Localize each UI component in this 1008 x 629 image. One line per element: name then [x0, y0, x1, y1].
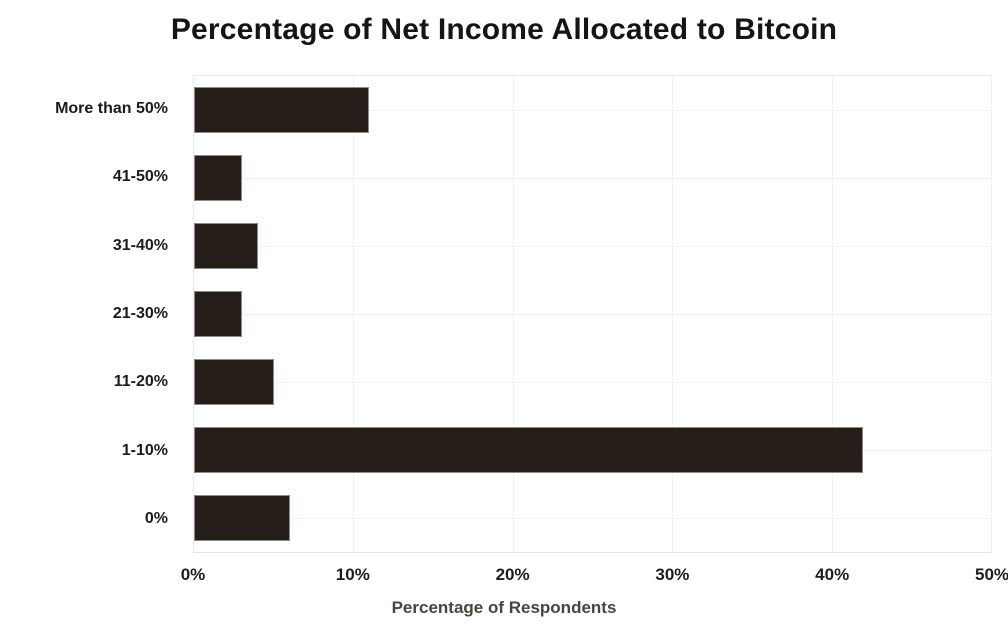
bar-more-than-50: [194, 87, 370, 133]
y-tick-label: 11-20%: [113, 373, 168, 391]
bar-row: [194, 280, 991, 348]
y-tick-label: 31-40%: [112, 236, 168, 254]
bar-row: [194, 76, 991, 144]
x-tick-label: 0%: [180, 565, 206, 584]
x-axis-ticks: 0% 10% 20% 30% 40% 50%: [181, 565, 1008, 587]
bar-41-50: [194, 155, 242, 201]
horizontal-gridline: [194, 314, 991, 315]
horizontal-gridline: [194, 518, 991, 519]
vertical-gridline: [991, 76, 992, 552]
y-tick-label: 21-30%: [112, 305, 168, 322]
bar-row: [194, 144, 991, 212]
y-tick-label: 0%: [144, 509, 168, 527]
plot-area: [193, 75, 992, 553]
horizontal-gridline: [194, 110, 991, 111]
y-tick-label: More than 50%: [55, 100, 168, 118]
x-tick-label: 20%: [495, 565, 530, 584]
chart-title: Percentage of Net Income Allocated to Bi…: [170, 13, 838, 46]
x-tick-label: 50%: [974, 565, 1008, 584]
bar-row: [194, 484, 991, 552]
bar-row: [194, 416, 991, 484]
x-axis-title: Percentage of Respondents: [391, 598, 617, 617]
bar-11-20: [194, 359, 274, 405]
horizontal-gridline: [194, 382, 991, 383]
y-tick-label: 1-10%: [121, 441, 168, 459]
x-tick-label: 30%: [655, 565, 690, 584]
x-tick-label: 10%: [335, 565, 370, 584]
y-tick-label: 41-50%: [112, 168, 168, 186]
horizontal-gridline: [194, 246, 991, 247]
y-axis-labels: More than 50% 41-50% 31-40% 21-30% 11-20% 1-1…: [0, 75, 168, 553]
bar-31-40: [194, 223, 258, 269]
x-tick-label: 40%: [815, 565, 850, 584]
bar-21-30: [194, 291, 242, 337]
horizontal-gridline: [194, 178, 991, 179]
bar-row: [194, 212, 991, 280]
bar-row: [194, 348, 991, 416]
bar-0: [194, 495, 290, 541]
bar-1-10: [194, 427, 864, 473]
